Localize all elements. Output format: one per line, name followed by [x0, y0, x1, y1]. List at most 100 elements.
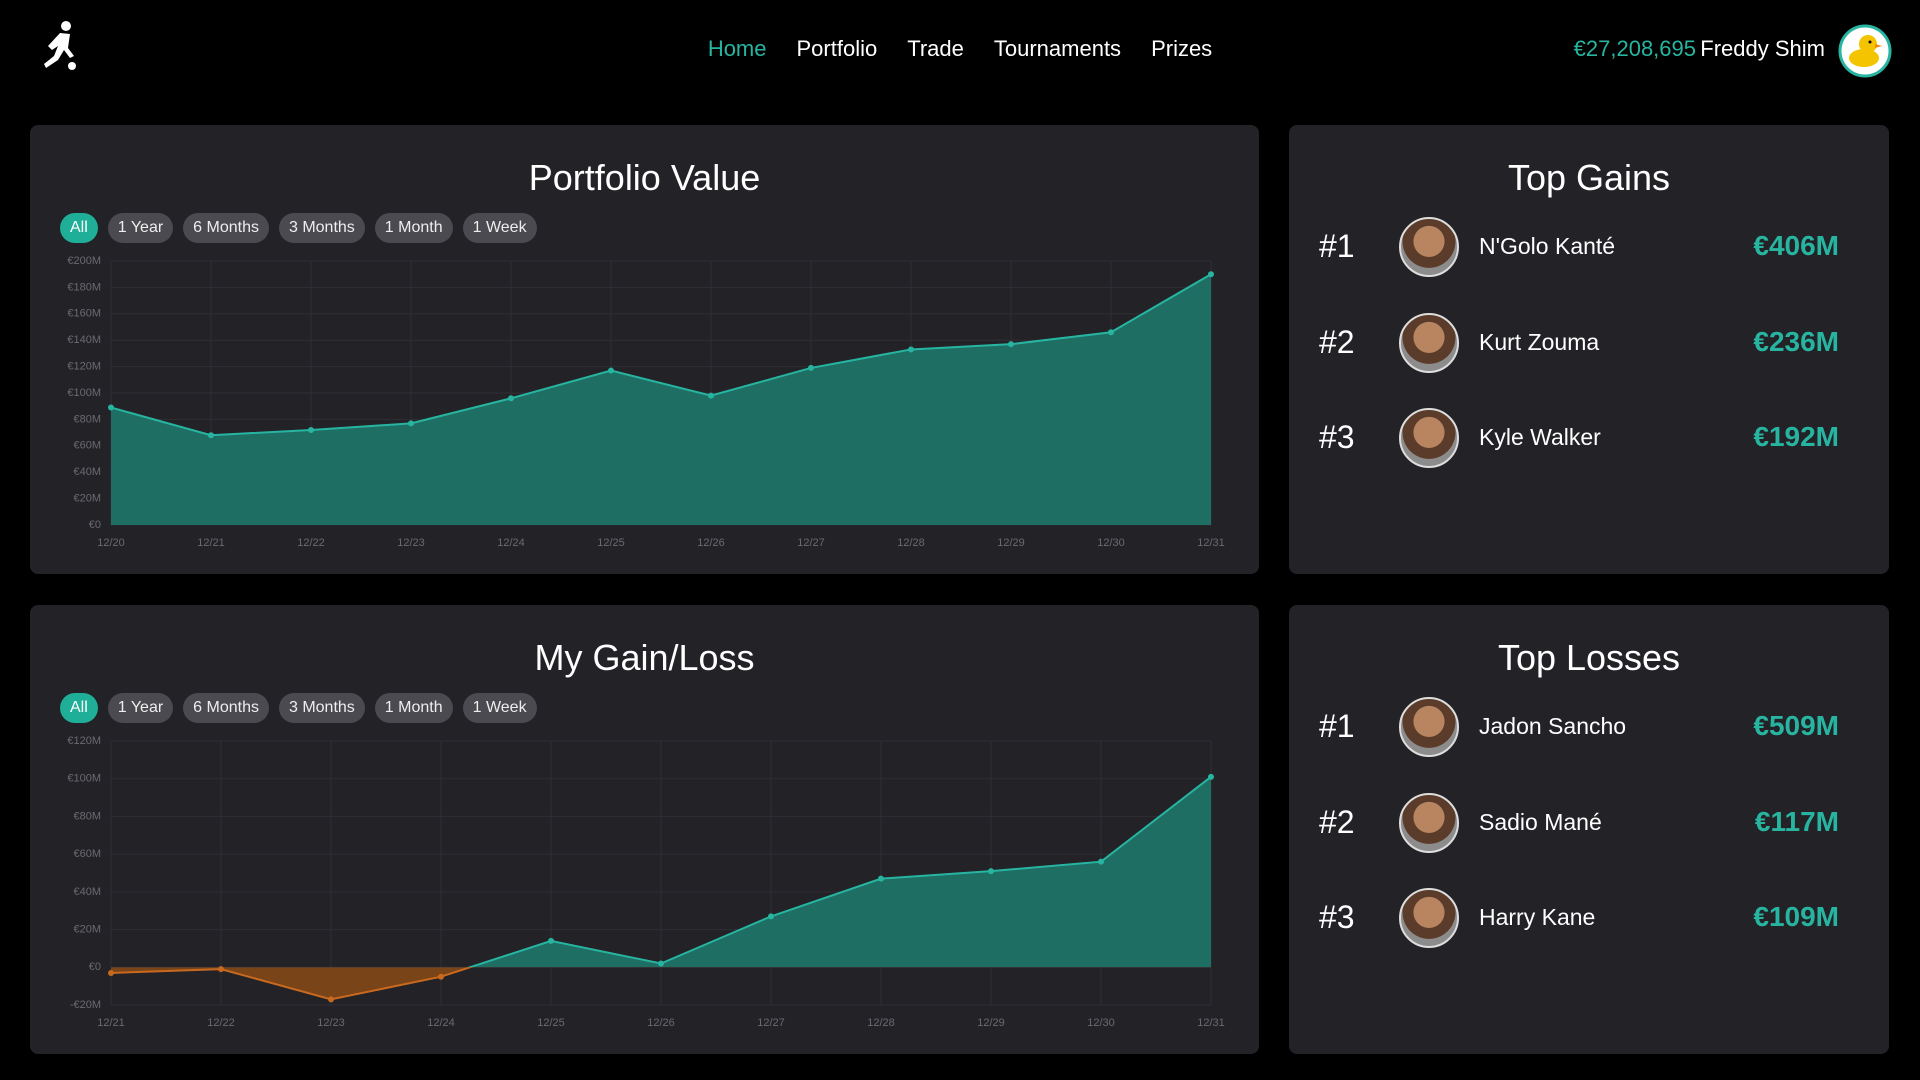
x-tick-label: 12/27 — [797, 537, 825, 549]
point — [1208, 773, 1214, 780]
point — [408, 420, 414, 427]
y-tick-label: €60M — [73, 440, 101, 452]
logo[interactable] — [36, 20, 80, 72]
filter-pill[interactable]: All — [60, 213, 98, 243]
x-tick-label: 12/30 — [1087, 1017, 1115, 1029]
filter-pill[interactable]: 1 Year — [107, 213, 174, 243]
x-tick-label: 12/31 — [1197, 537, 1225, 549]
x-tick-label: 12/23 — [317, 1017, 345, 1029]
rank: #2 — [1319, 804, 1355, 840]
rank: #1 — [1319, 708, 1355, 744]
x-tick-label: 12/21 — [197, 537, 225, 549]
x-tick-label: 12/29 — [997, 537, 1025, 549]
nav-link[interactable]: Trade — [907, 36, 964, 61]
rank: #3 — [1319, 899, 1355, 935]
rank: #1 — [1319, 228, 1355, 264]
point — [438, 973, 444, 980]
filter-pill[interactable]: 6 Months — [183, 213, 269, 243]
player-name[interactable]: Sadio Mané — [1479, 809, 1602, 835]
player-name[interactable]: Harry Kane — [1479, 904, 1596, 930]
x-tick-label: 12/24 — [427, 1017, 455, 1029]
x-tick-label: 12/27 — [757, 1017, 785, 1029]
player-name[interactable]: Kurt Zouma — [1479, 329, 1600, 355]
player-name[interactable]: Kyle Walker — [1479, 424, 1601, 450]
player-avatar — [1399, 697, 1459, 757]
y-tick-label: €40M — [73, 886, 101, 898]
point — [658, 960, 664, 967]
point — [808, 364, 814, 371]
filter-pill[interactable]: 1 Month — [374, 693, 453, 723]
area-fill — [469, 776, 1211, 968]
player-name[interactable]: N'Golo Kanté — [1479, 233, 1616, 259]
player-value: €236M — [1753, 326, 1839, 357]
player-value: €117M — [1754, 806, 1839, 837]
x-tick-label: 12/28 — [867, 1017, 895, 1029]
chart-title: My Gain/Loss — [534, 637, 755, 678]
chart-title: Portfolio Value — [528, 157, 761, 198]
y-tick-label: €0 — [89, 519, 101, 531]
y-tick-label: €80M — [73, 810, 101, 822]
x-tick-label: 12/21 — [97, 1017, 125, 1029]
filter-pill[interactable]: 1 Month — [374, 213, 453, 243]
player-value: €509M — [1753, 710, 1839, 741]
point — [878, 875, 884, 882]
filter-pill[interactable]: 1 Year — [107, 693, 174, 723]
filter-pill[interactable]: 3 Months — [278, 693, 365, 723]
nav-link[interactable]: Prizes — [1151, 36, 1213, 61]
line — [110, 967, 474, 1001]
player-avatar — [1399, 888, 1459, 948]
point — [218, 966, 224, 973]
x-tick-label: 12/25 — [597, 537, 625, 549]
y-tick-label: €20M — [73, 923, 101, 935]
x-tick-label: 12/26 — [697, 537, 725, 549]
point — [608, 367, 614, 374]
x-tick-label: 12/26 — [647, 1017, 675, 1029]
point — [308, 426, 314, 433]
point — [908, 346, 914, 353]
list-panel: Top Gains #1 N'Golo Kanté €406M #2 Kurt Zouma… — [1289, 125, 1889, 574]
x-tick-label: 12/31 — [1197, 1017, 1225, 1029]
player-value: €192M — [1753, 421, 1839, 452]
y-tick-label: €40M — [73, 466, 101, 478]
y-tick-label: €160M — [67, 308, 101, 320]
player-value: €406M — [1753, 230, 1839, 261]
filter-pill[interactable]: 1 Week — [462, 213, 537, 243]
player-avatar — [1399, 793, 1459, 853]
list-panel: Top Losses #1 Jadon Sancho €509M #2 Sadio Man… — [1289, 605, 1889, 1054]
x-tick-label: 12/23 — [397, 537, 425, 549]
chart-panel: My Gain/Loss All 1 Year 6 Months 3 Months 1 M… — [30, 605, 1259, 1054]
point — [768, 913, 774, 920]
user-avatar[interactable] — [1838, 24, 1892, 78]
y-tick-label: €60M — [73, 848, 101, 860]
point — [548, 937, 554, 944]
user-name[interactable]: Freddy Shim — [1700, 36, 1825, 61]
point — [1208, 271, 1214, 278]
point — [708, 392, 714, 399]
y-tick-label: -€20M — [70, 999, 101, 1011]
nav-link[interactable]: Home — [707, 36, 767, 61]
rank: #3 — [1319, 419, 1355, 455]
x-tick-label: 12/22 — [207, 1017, 235, 1029]
nav-link[interactable]: Tournaments — [993, 36, 1122, 61]
filter-pill[interactable]: 1 Week — [462, 693, 537, 723]
y-tick-label: €140M — [67, 334, 101, 346]
player-name[interactable]: Jadon Sancho — [1479, 713, 1627, 739]
x-tick-label: 12/25 — [537, 1017, 565, 1029]
point — [988, 868, 994, 875]
filter-pill[interactable]: 3 Months — [278, 213, 365, 243]
point — [108, 969, 114, 976]
filter-pill[interactable]: All — [60, 693, 98, 723]
nav-link[interactable]: Portfolio — [796, 36, 878, 61]
y-tick-label: €100M — [67, 387, 101, 399]
x-tick-label: 12/20 — [97, 537, 125, 549]
chart: -€20M €0 €20M €40M €60M €80M €100M €120M 12/21 12… — [67, 735, 1225, 1029]
y-tick-label: €0 — [89, 961, 101, 973]
x-tick-label: 12/22 — [297, 537, 325, 549]
point — [1098, 858, 1104, 865]
list-title: Top Losses — [1497, 637, 1681, 678]
rank: #2 — [1319, 324, 1355, 360]
line — [110, 273, 1212, 437]
filter-pill[interactable]: 6 Months — [183, 693, 269, 723]
list-title: Top Gains — [1507, 157, 1671, 198]
